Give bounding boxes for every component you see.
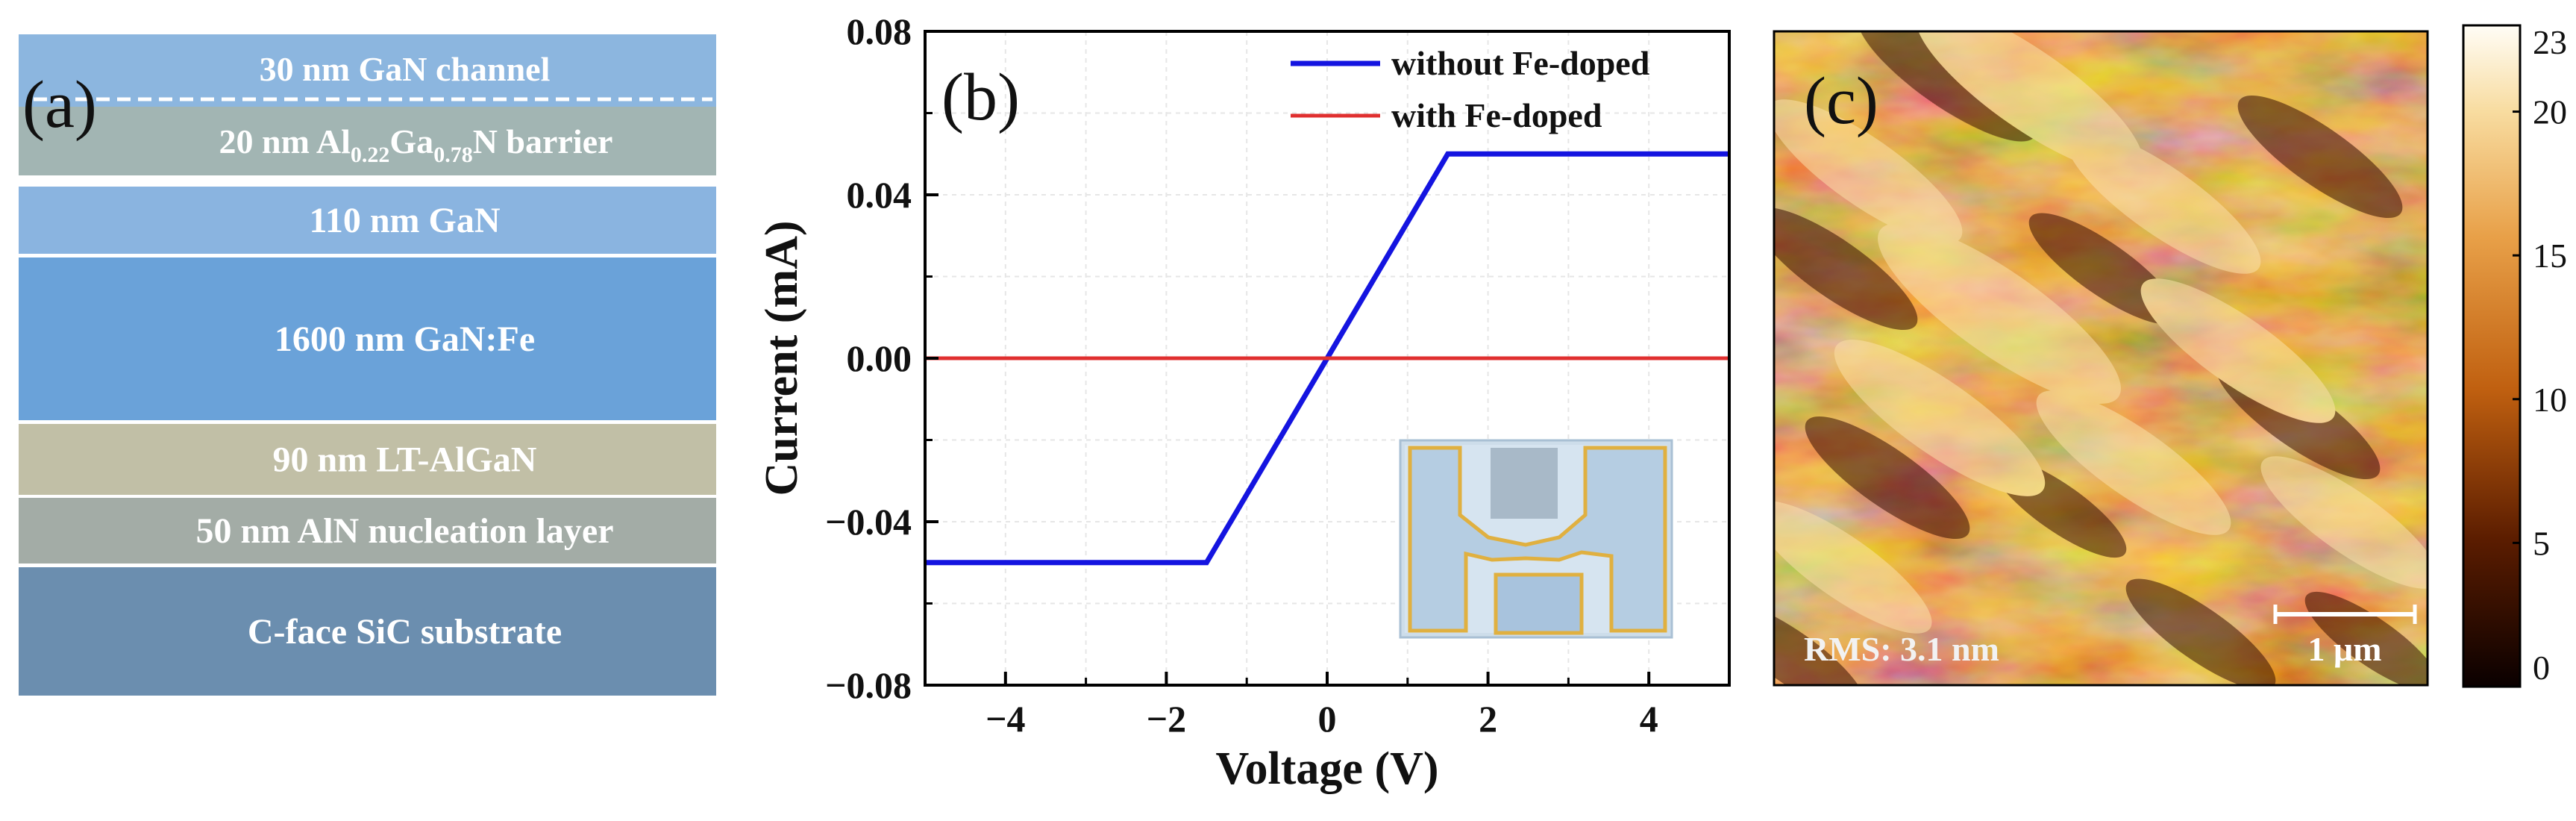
afm-bright-feature <box>1878 223 2121 404</box>
y-tick-label: −0.04 <box>825 501 912 543</box>
x-tick-label: 2 <box>1479 698 1497 740</box>
x-axis-title: Voltage (V) <box>1215 743 1438 794</box>
colorbar-tick-label: 0 <box>2533 649 2550 687</box>
layer-4 <box>19 257 716 420</box>
afm-dark-feature <box>1805 416 1970 540</box>
device-inset-image <box>1399 439 1673 639</box>
y-tick-label: 0.08 <box>847 10 912 52</box>
colorbar-tick-label: 10 <box>2533 381 2567 419</box>
layer-label-2: 20 nm Al0.22Ga0.78N barrier <box>219 122 613 167</box>
afm-bright-feature <box>2140 278 2336 423</box>
scale-bar-label: 1 μm <box>2308 630 2382 668</box>
y-tick-label: 0.00 <box>847 337 912 379</box>
colorbar-tick-label: 23 <box>2533 23 2567 61</box>
layer-label-6: 50 nm AlN nucleation layer <box>196 511 614 551</box>
afm-bright-feature <box>2036 390 2231 535</box>
rms-label: RMS: 3.1 nm <box>1804 630 1999 668</box>
afm-frame <box>1773 30 2429 687</box>
colorbar-tick-label: 20 <box>2533 93 2567 131</box>
afm-bright-feature <box>1774 501 1932 634</box>
legend: without Fe-doped with Fe-doped <box>1291 44 1650 134</box>
x-tick-label: −2 <box>1147 698 1187 740</box>
y-tick-label: −0.08 <box>825 664 912 706</box>
afm-dark-feature <box>1774 207 1918 331</box>
afm-panel: (c) RMS: 3.1 nm 1 μm 23 20 15 10 5 0 <box>1773 23 2567 688</box>
axis-ticks: −4 −2 0 2 4 −0.08 −0.04 0.00 0.04 0.08 <box>825 10 1731 740</box>
layer-2 <box>19 107 716 175</box>
layer-label-7: C-face SiC substrate <box>248 612 562 652</box>
legend-label-2: with Fe-doped <box>1391 96 1602 134</box>
layer-1 <box>19 34 716 107</box>
y-tick-label: 0.04 <box>847 174 912 216</box>
afm-dark-feature <box>2304 591 2428 685</box>
iv-chart: −4 −2 0 2 4 −0.08 −0.04 0.00 0.04 0.08 (b) Voltag… <box>756 10 1731 794</box>
colorbar-tick-label: 5 <box>2533 524 2550 562</box>
layer-label-4: 1600 nm GaN:Fe <box>275 319 535 359</box>
afm-bright-feature <box>2066 129 2261 274</box>
series-group <box>925 151 1729 566</box>
layer-label-1: 30 nm GaN channel <box>260 50 551 88</box>
y-axis-title: Current (mA) <box>756 220 807 496</box>
afm-bright-feature <box>2260 456 2428 589</box>
layer-label-3: 110 nm GaN <box>309 201 500 240</box>
layer-label-5: 90 nm LT-AlGaN <box>273 440 537 480</box>
afm-bright-feature <box>1834 340 2046 496</box>
colorbar-tick-label: 15 <box>2533 237 2567 275</box>
legend-label-1: without Fe-doped <box>1391 44 1650 82</box>
layer-stack-diagram: 30 nm GaN channel 20 nm Al0.22Ga0.78N bar… <box>19 34 716 696</box>
panel-b-label: (b) <box>941 60 1020 134</box>
x-tick-label: 4 <box>1640 698 1658 740</box>
afm-height-map <box>1774 31 2428 685</box>
x-tick-label: −4 <box>985 698 1026 740</box>
afm-dark-feature <box>2028 213 2179 325</box>
afm-dark-feature <box>2237 95 2403 219</box>
colorbar-ticks: 23 20 15 10 5 0 <box>2513 23 2567 688</box>
colorbar <box>2462 24 2522 688</box>
panel-c-label: (c) <box>1804 64 1878 138</box>
afm-bright-feature <box>1774 99 1963 244</box>
panel-a-label: (a) <box>22 68 97 142</box>
layer-5 <box>19 424 716 495</box>
layer-3 <box>19 187 716 254</box>
layer-6 <box>19 498 716 564</box>
x-tick-label: 0 <box>1318 698 1337 740</box>
afm-dark-feature <box>2125 578 2276 685</box>
layer-7 <box>19 567 716 696</box>
